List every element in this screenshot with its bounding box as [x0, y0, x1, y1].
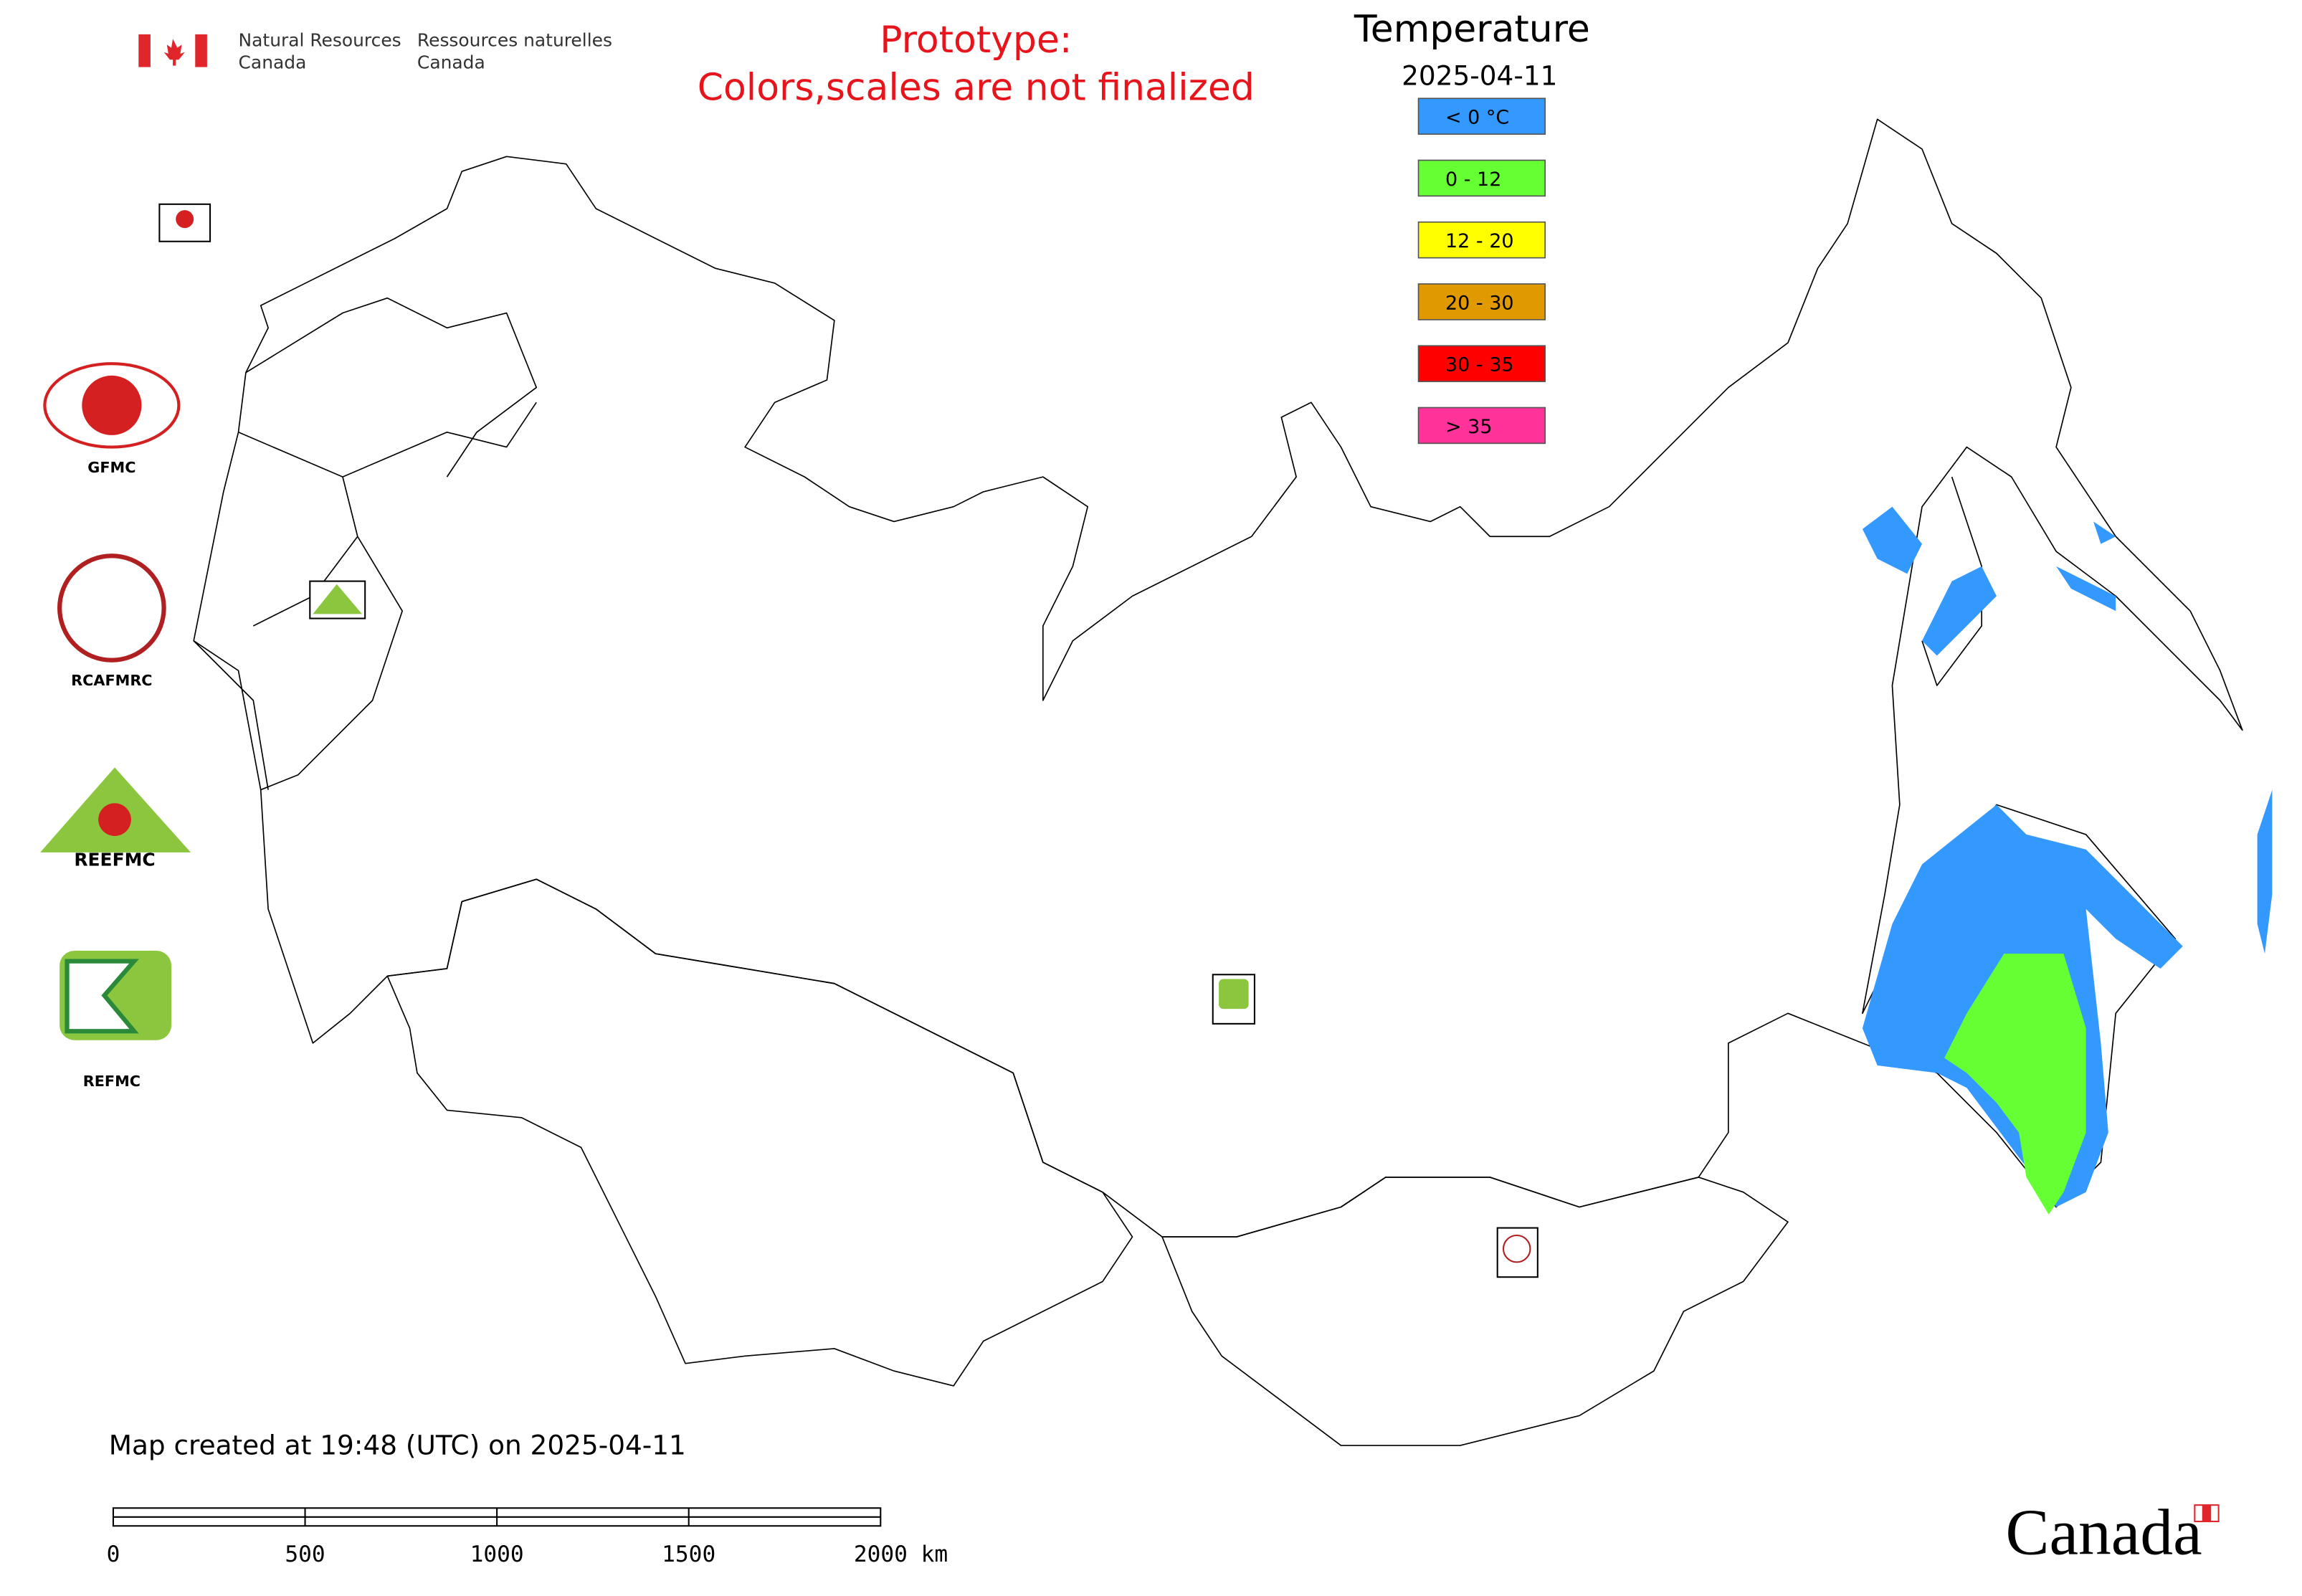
legend-label: 12 - 20: [1445, 230, 1514, 252]
created-note: Map created at 19:48 (UTC) on 2025-04-11: [109, 1429, 686, 1460]
logo-label: RCAFMRC: [71, 672, 152, 689]
logo-label: REFMC: [83, 1073, 141, 1090]
notice: Colors,scales are not finalized: [698, 66, 1255, 109]
kazakhstan-outline: [386, 878, 1133, 1387]
legend: < 0 °C 0 - 12 12 - 20 20 - 30 30 - 35 > 35: [1417, 98, 1546, 445]
legend-swatch: [1417, 221, 1546, 259]
nrcan-signature: Natural Resources Canada Ressources natu…: [138, 29, 612, 73]
scale-label: 0: [107, 1542, 120, 1567]
wordmark-flag: [2202, 1505, 2212, 1522]
legend-swatch: [1417, 283, 1546, 320]
scale-label: 1500: [662, 1542, 715, 1567]
logo-emblem: [98, 803, 131, 836]
canada-wordmark: Canada: [2005, 1496, 2220, 1569]
boundaries: [193, 118, 2243, 1446]
legend-swatch: [1417, 407, 1546, 445]
flag-band: [195, 34, 207, 67]
logo-emblem: [82, 375, 142, 435]
dept-fr: Canada: [417, 52, 485, 73]
legend-swatch: [1417, 98, 1546, 135]
maple-leaf: [163, 39, 185, 66]
logo-label: REEFMC: [74, 850, 155, 870]
cold-region: [1862, 506, 2273, 954]
legend-title: Temperature: [1354, 8, 1590, 51]
legend-date: 2025-04-11: [1402, 60, 1557, 92]
logo-emblem: [43, 362, 181, 449]
dept-fr: Ressources naturelles: [417, 29, 612, 50]
logos: GFMC RCAFMRC REEFMC REFMC: [40, 203, 1538, 1278]
europe-borders: [193, 297, 538, 791]
map-marker: [176, 210, 194, 229]
logo-emblem: [65, 959, 139, 1034]
legend-label: > 35: [1445, 416, 1493, 438]
map-marker: [313, 584, 363, 614]
map-marker: [1219, 979, 1249, 1010]
okhotsk-coast: [1921, 476, 1982, 686]
scale-label: 500: [285, 1542, 325, 1567]
legend-label: 30 - 35: [1445, 354, 1514, 376]
legend-swatch: [1417, 345, 1546, 382]
logo-label: GFMC: [87, 459, 135, 476]
legend-label: 0 - 12: [1445, 168, 1501, 191]
scale-label: 2000 km: [854, 1542, 948, 1567]
dept-en: Canada: [239, 52, 307, 73]
flag-band: [138, 34, 151, 67]
dept-en: Natural Resources: [239, 29, 401, 50]
legend-label: 20 - 30: [1445, 292, 1514, 314]
legend-label: < 0 °C: [1445, 107, 1509, 129]
logo-emblem: [57, 554, 166, 662]
mild-region: [1944, 954, 2086, 1215]
map-marker: [1502, 1234, 1531, 1263]
scale-label: 1000: [470, 1542, 524, 1567]
legend-swatch: [1417, 159, 1546, 197]
scale-bar: 0 500 1000 1500 2000 km: [107, 1507, 948, 1567]
mongolia-outline: [1161, 1177, 1789, 1446]
notice: Prototype:: [880, 19, 1072, 62]
temperature-fill: [1862, 506, 2273, 1215]
wordmark: Canada: [2005, 1496, 2202, 1569]
